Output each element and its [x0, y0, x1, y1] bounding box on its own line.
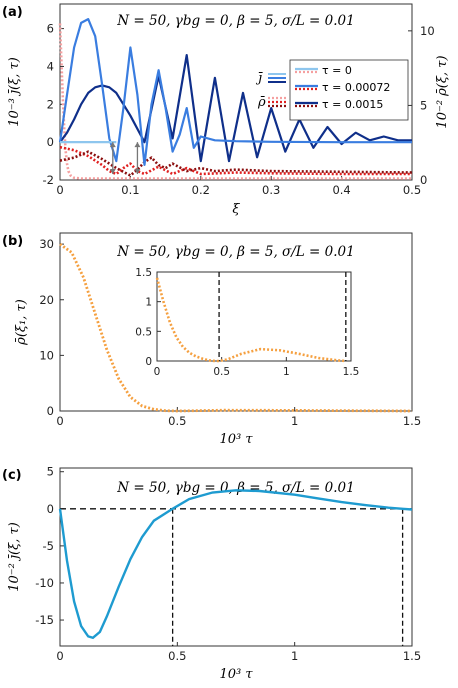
panel-a-xtick-label: 0.4 — [332, 183, 350, 197]
panel-b-inset-xtick-label: 1 — [283, 366, 290, 378]
arrow-tail — [134, 169, 141, 175]
panel-b-ylabel: ρ̄(ξ₁, τ) — [14, 299, 29, 346]
panel-b-inset-xtick-label: 1.5 — [343, 366, 360, 378]
panel-c-annotation: N = 50, γbg = 0, β = 5, σ/L = 0.01 — [116, 480, 354, 496]
series-rho-tau0 — [58, 23, 412, 180]
panel-c-ytick-label: 5 — [47, 465, 54, 479]
panel-b-ytick-label: 20 — [39, 293, 54, 307]
panel-b-ytick-label: 30 — [39, 237, 54, 251]
panel-b-xtick-label: 1.5 — [403, 414, 421, 428]
panel-a-xlabel: ξ — [232, 202, 240, 217]
panel-c-ylabel: 10⁻² j̄(ξ, τ) — [7, 522, 22, 592]
panel-c-xtick-label: 1.5 — [403, 649, 421, 663]
panel-b-label: (b) — [2, 234, 23, 249]
panel-a-left-ticks: -2 0 2 4 6 — [43, 22, 64, 187]
panel-c-ytick-label: -15 — [35, 613, 54, 627]
panel-a-left-ytick-label: 0 — [47, 135, 54, 149]
panel-a-left-ytick-label: 6 — [47, 22, 54, 36]
panel-a-legend: τ = 0 τ = 0.00072 τ = 0.0015 j̄ ρ̄ — [255, 59, 409, 121]
panel-b-inset-ytick-label: 0.5 — [135, 326, 152, 338]
panel-a-left-ytick-label: -2 — [43, 173, 54, 187]
panel-a-right-ticks: 0 5 10 — [408, 24, 435, 187]
panel-b: (b) N = 50, γbg = 0, β = 5, σ/L = 0.01 0… — [2, 232, 421, 447]
panel-a-right-ytick-label: 0 — [420, 173, 427, 187]
panel-a-x-ticks: 0 0.1 0.2 0.3 0.4 0.5 — [56, 176, 421, 197]
panel-b-y-ticks: 0 10 20 30 — [39, 237, 64, 418]
panel-c-xtick-label: 0.5 — [168, 649, 186, 663]
panel-c-ytick-label: -5 — [43, 539, 54, 553]
panel-a-xtick-label: 0.3 — [262, 183, 280, 197]
panel-c-ytick-label: 0 — [47, 502, 54, 516]
panel-a-xtick-label: 0 — [56, 183, 63, 197]
panel-b-ytick-label: 0 — [47, 404, 54, 418]
panel-a-left-ylabel: 10⁻³ j̄(ξ, τ) — [7, 57, 22, 127]
panel-b-inset-y-ticks: 0 0.5 1 1.5 — [135, 267, 161, 368]
panel-a-right-ytick-label: 5 — [420, 98, 427, 112]
panel-b-inset-x-ticks: 0 0.5 1 1.5 — [154, 357, 360, 378]
panel-b-inset-ytick-label: 1.5 — [135, 267, 152, 279]
panel-b-inset-xtick-label: 0 — [154, 366, 161, 378]
series-rho-xi1 — [59, 242, 413, 413]
panel-b-inset-series — [155, 272, 347, 363]
panel-b-series — [59, 242, 413, 413]
arrow-head — [134, 142, 141, 148]
panel-b-inset: 0 0.5 1 1.5 0 0.5 1 1.5 — [135, 267, 359, 378]
panel-a-label: (a) — [2, 5, 23, 20]
panel-a-left-ytick-label: 2 — [47, 97, 54, 111]
legend-entry-tau2: τ = 0.0015 — [322, 98, 383, 111]
panel-a-xtick-label: 0.1 — [121, 183, 139, 197]
panel-c-x-ticks: 0 0.5 1 1.5 — [56, 642, 421, 663]
panel-a-frame — [59, 3, 413, 181]
panel-a-arrows — [109, 142, 141, 175]
series-j-tau2 — [59, 54, 412, 163]
series-j-tau — [58, 489, 413, 640]
panel-a-annotation: N = 50, γbg = 0, β = 5, σ/L = 0.01 — [116, 13, 354, 29]
panel-a-right-ytick-label: 10 — [420, 24, 435, 38]
panel-a-xtick-label: 0.5 — [403, 183, 421, 197]
legend-entry-tau0: τ = 0 — [322, 64, 352, 77]
panel-c-xtick-label: 1 — [291, 649, 298, 663]
panel-a-left-ytick-label: 4 — [47, 59, 54, 73]
panel-c-xtick-label: 0 — [56, 649, 63, 663]
panel-c-label: (c) — [2, 468, 22, 483]
legend-rho-label: ρ̄ — [257, 95, 266, 110]
inset-series-rho — [155, 277, 346, 363]
panel-b-inset-frame — [156, 271, 352, 362]
panel-c-series — [58, 489, 413, 646]
legend-j-label: j̄ — [255, 71, 264, 86]
panel-b-ytick-label: 10 — [39, 348, 54, 362]
panel-b-xtick-label: 1 — [291, 414, 298, 428]
series-rho-tau2 — [59, 150, 413, 177]
panel-c-frame — [59, 467, 413, 647]
panel-c: (c) N = 50, γbg = 0, β = 5, σ/L = 0.01 -… — [2, 465, 421, 682]
panel-c-y-ticks: -15 -10 -5 0 5 — [35, 465, 64, 627]
arrow-tail — [109, 169, 116, 175]
panel-a-series — [58, 18, 413, 180]
panel-a-right-ylabel: 10⁻² ρ̄(ξ, τ) — [435, 55, 450, 128]
series-j-tau1 — [58, 18, 412, 166]
panel-b-xtick-label: 0.5 — [168, 414, 186, 428]
panel-b-inset-xtick-label: 0.5 — [213, 366, 230, 378]
panel-c-ytick-label: -10 — [35, 576, 54, 590]
legend-entry-tau1: τ = 0.00072 — [322, 81, 390, 94]
arrow-head — [109, 142, 116, 148]
panel-b-annotation: N = 50, γbg = 0, β = 5, σ/L = 0.01 — [116, 244, 354, 260]
panel-a-xtick-label: 0.2 — [192, 183, 210, 197]
panel-b-inset-ytick-label: 0 — [145, 356, 152, 368]
panel-b-xlabel: 10³ τ — [219, 432, 253, 447]
panel-a: (a) N = 50, γbg = 0, β = 5, σ/L = 0.01 -… — [2, 3, 450, 217]
panel-b-xtick-label: 0 — [56, 414, 63, 428]
panel-b-inset-ytick-label: 1 — [145, 297, 152, 309]
panel-c-xlabel: 10³ τ — [219, 667, 253, 682]
panel-b-x-ticks: 0 0.5 1 1.5 — [56, 407, 421, 428]
